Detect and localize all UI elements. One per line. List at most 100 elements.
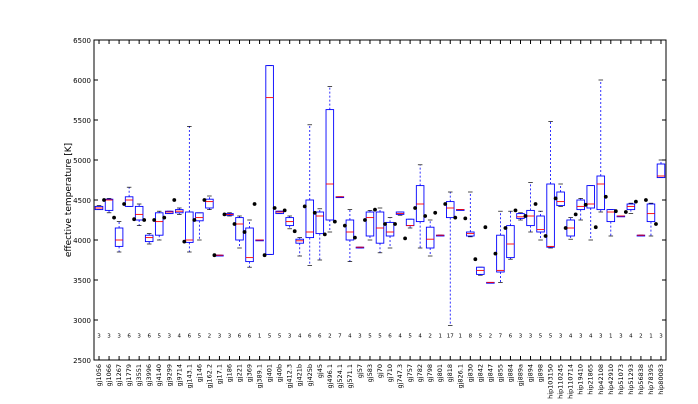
x-tick-label: gj898 bbox=[537, 364, 545, 382]
mean-marker bbox=[553, 196, 558, 201]
sample-count-label: 4 bbox=[418, 334, 422, 340]
mean-marker bbox=[623, 210, 628, 214]
x-tick-label: gj757 bbox=[406, 364, 414, 382]
x-tick-label: hip110714 bbox=[567, 364, 575, 399]
sample-count-label: 3 bbox=[519, 334, 523, 340]
x-tick-label: gj9714 bbox=[175, 364, 183, 386]
sample-count-label: 3 bbox=[619, 334, 623, 340]
mean-marker bbox=[413, 206, 418, 210]
x-tick-label: gj412.3 bbox=[286, 364, 294, 389]
x-tick-label: gj884 bbox=[506, 364, 514, 382]
y-tick-label: 4000 bbox=[73, 237, 91, 245]
sample-count-label: 5 bbox=[268, 334, 272, 340]
sample-count-label: 3 bbox=[579, 334, 583, 340]
mean-marker bbox=[403, 236, 407, 241]
y-tick-label: 3500 bbox=[73, 277, 91, 285]
mean-marker bbox=[212, 253, 217, 258]
mean-marker bbox=[483, 225, 488, 230]
mean-marker bbox=[373, 207, 377, 212]
mean-marker bbox=[242, 230, 247, 234]
sample-count-label: 6 bbox=[308, 334, 312, 340]
sample-count-label: 1 bbox=[609, 334, 613, 340]
x-tick-label: gj3996 bbox=[145, 364, 153, 386]
box bbox=[546, 183, 555, 248]
y-tick-label: 5500 bbox=[73, 117, 91, 125]
mean-marker bbox=[613, 209, 618, 214]
mean-marker bbox=[152, 218, 157, 222]
mean-marker bbox=[252, 202, 257, 206]
x-tick-label: gj894 bbox=[527, 364, 535, 382]
x-tick-label: gj421b bbox=[296, 364, 304, 386]
box bbox=[526, 209, 535, 227]
box bbox=[365, 211, 375, 237]
sample-count-label: 6 bbox=[388, 334, 392, 340]
sample-count-label: 3 bbox=[107, 334, 111, 340]
x-tick-label: gj710 bbox=[386, 364, 394, 382]
y-tick-label: 2500 bbox=[73, 357, 91, 365]
sample-count-label: 3 bbox=[228, 334, 232, 340]
mean-marker bbox=[493, 251, 498, 256]
mean-marker bbox=[654, 222, 658, 226]
sample-count-label: 4 bbox=[298, 334, 302, 340]
x-tick-label: gj425b bbox=[306, 364, 314, 386]
x-tick-label: gj847 bbox=[486, 364, 494, 382]
sample-count-label: 3 bbox=[117, 334, 121, 340]
mean-marker bbox=[192, 218, 197, 222]
sample-count-label: 6 bbox=[509, 334, 513, 340]
x-tick-label: gj818 bbox=[446, 364, 454, 382]
mean-marker bbox=[583, 202, 588, 207]
x-tick-label: gj369 bbox=[246, 364, 254, 382]
x-tick-label: gj855 bbox=[496, 364, 504, 382]
x-tick-label: gj889a bbox=[516, 364, 524, 386]
sample-count-label: 1 bbox=[649, 334, 653, 340]
box bbox=[235, 217, 244, 241]
mean-marker bbox=[322, 232, 327, 237]
mean-marker bbox=[593, 225, 598, 230]
x-tick-label: hip51293 bbox=[627, 364, 635, 395]
mean-marker bbox=[222, 212, 227, 217]
mean-marker bbox=[503, 226, 508, 230]
sample-count-label: 5 bbox=[198, 334, 202, 340]
mean-marker bbox=[543, 234, 548, 238]
mean-marker bbox=[363, 218, 367, 222]
box bbox=[496, 234, 505, 273]
y-axis-label: effective temperature [K] bbox=[64, 143, 74, 257]
mean-marker bbox=[332, 219, 337, 224]
box bbox=[305, 199, 315, 239]
x-tick-label: gj70 bbox=[376, 364, 384, 378]
x-tick-label: gj524.1 bbox=[336, 364, 344, 389]
sample-count-label: 17 bbox=[447, 334, 454, 340]
mean-marker bbox=[142, 218, 147, 222]
x-tick-label: hip110245 bbox=[557, 364, 565, 399]
sample-count-label: 6 bbox=[318, 334, 322, 340]
box bbox=[315, 211, 325, 235]
x-tick-label: gj1267 bbox=[115, 364, 123, 386]
x-tick-label: hip56838 bbox=[637, 364, 645, 395]
x-tick-label: gj146 bbox=[195, 364, 203, 382]
box bbox=[646, 203, 656, 223]
sample-count-label: 2 bbox=[208, 334, 212, 340]
mean-marker bbox=[423, 214, 428, 218]
sample-count-label: 5 bbox=[278, 334, 282, 340]
y-tick-label: 4500 bbox=[73, 197, 91, 205]
sample-count-label: 3 bbox=[529, 334, 533, 340]
mean-marker bbox=[603, 194, 608, 199]
mean-marker bbox=[232, 222, 237, 226]
x-tick-label: gj1056 bbox=[95, 364, 103, 386]
mean-marker bbox=[122, 202, 127, 206]
x-tick-label: hip42108 bbox=[597, 364, 605, 395]
x-tick-label: gj45 bbox=[316, 364, 324, 378]
box bbox=[185, 211, 194, 243]
x-tick-label: gj143.1 bbox=[185, 364, 193, 389]
sample-count-label: 5 bbox=[378, 334, 382, 340]
mean-marker bbox=[272, 206, 277, 210]
sample-count-label: 3 bbox=[218, 334, 222, 340]
sample-count-label: 4 bbox=[178, 334, 182, 340]
box bbox=[425, 226, 435, 249]
box bbox=[134, 205, 144, 221]
sample-count-label: 4 bbox=[348, 334, 352, 340]
mean-marker bbox=[132, 217, 137, 222]
x-tick-label: gj842 bbox=[476, 364, 484, 382]
mean-marker bbox=[433, 210, 438, 215]
